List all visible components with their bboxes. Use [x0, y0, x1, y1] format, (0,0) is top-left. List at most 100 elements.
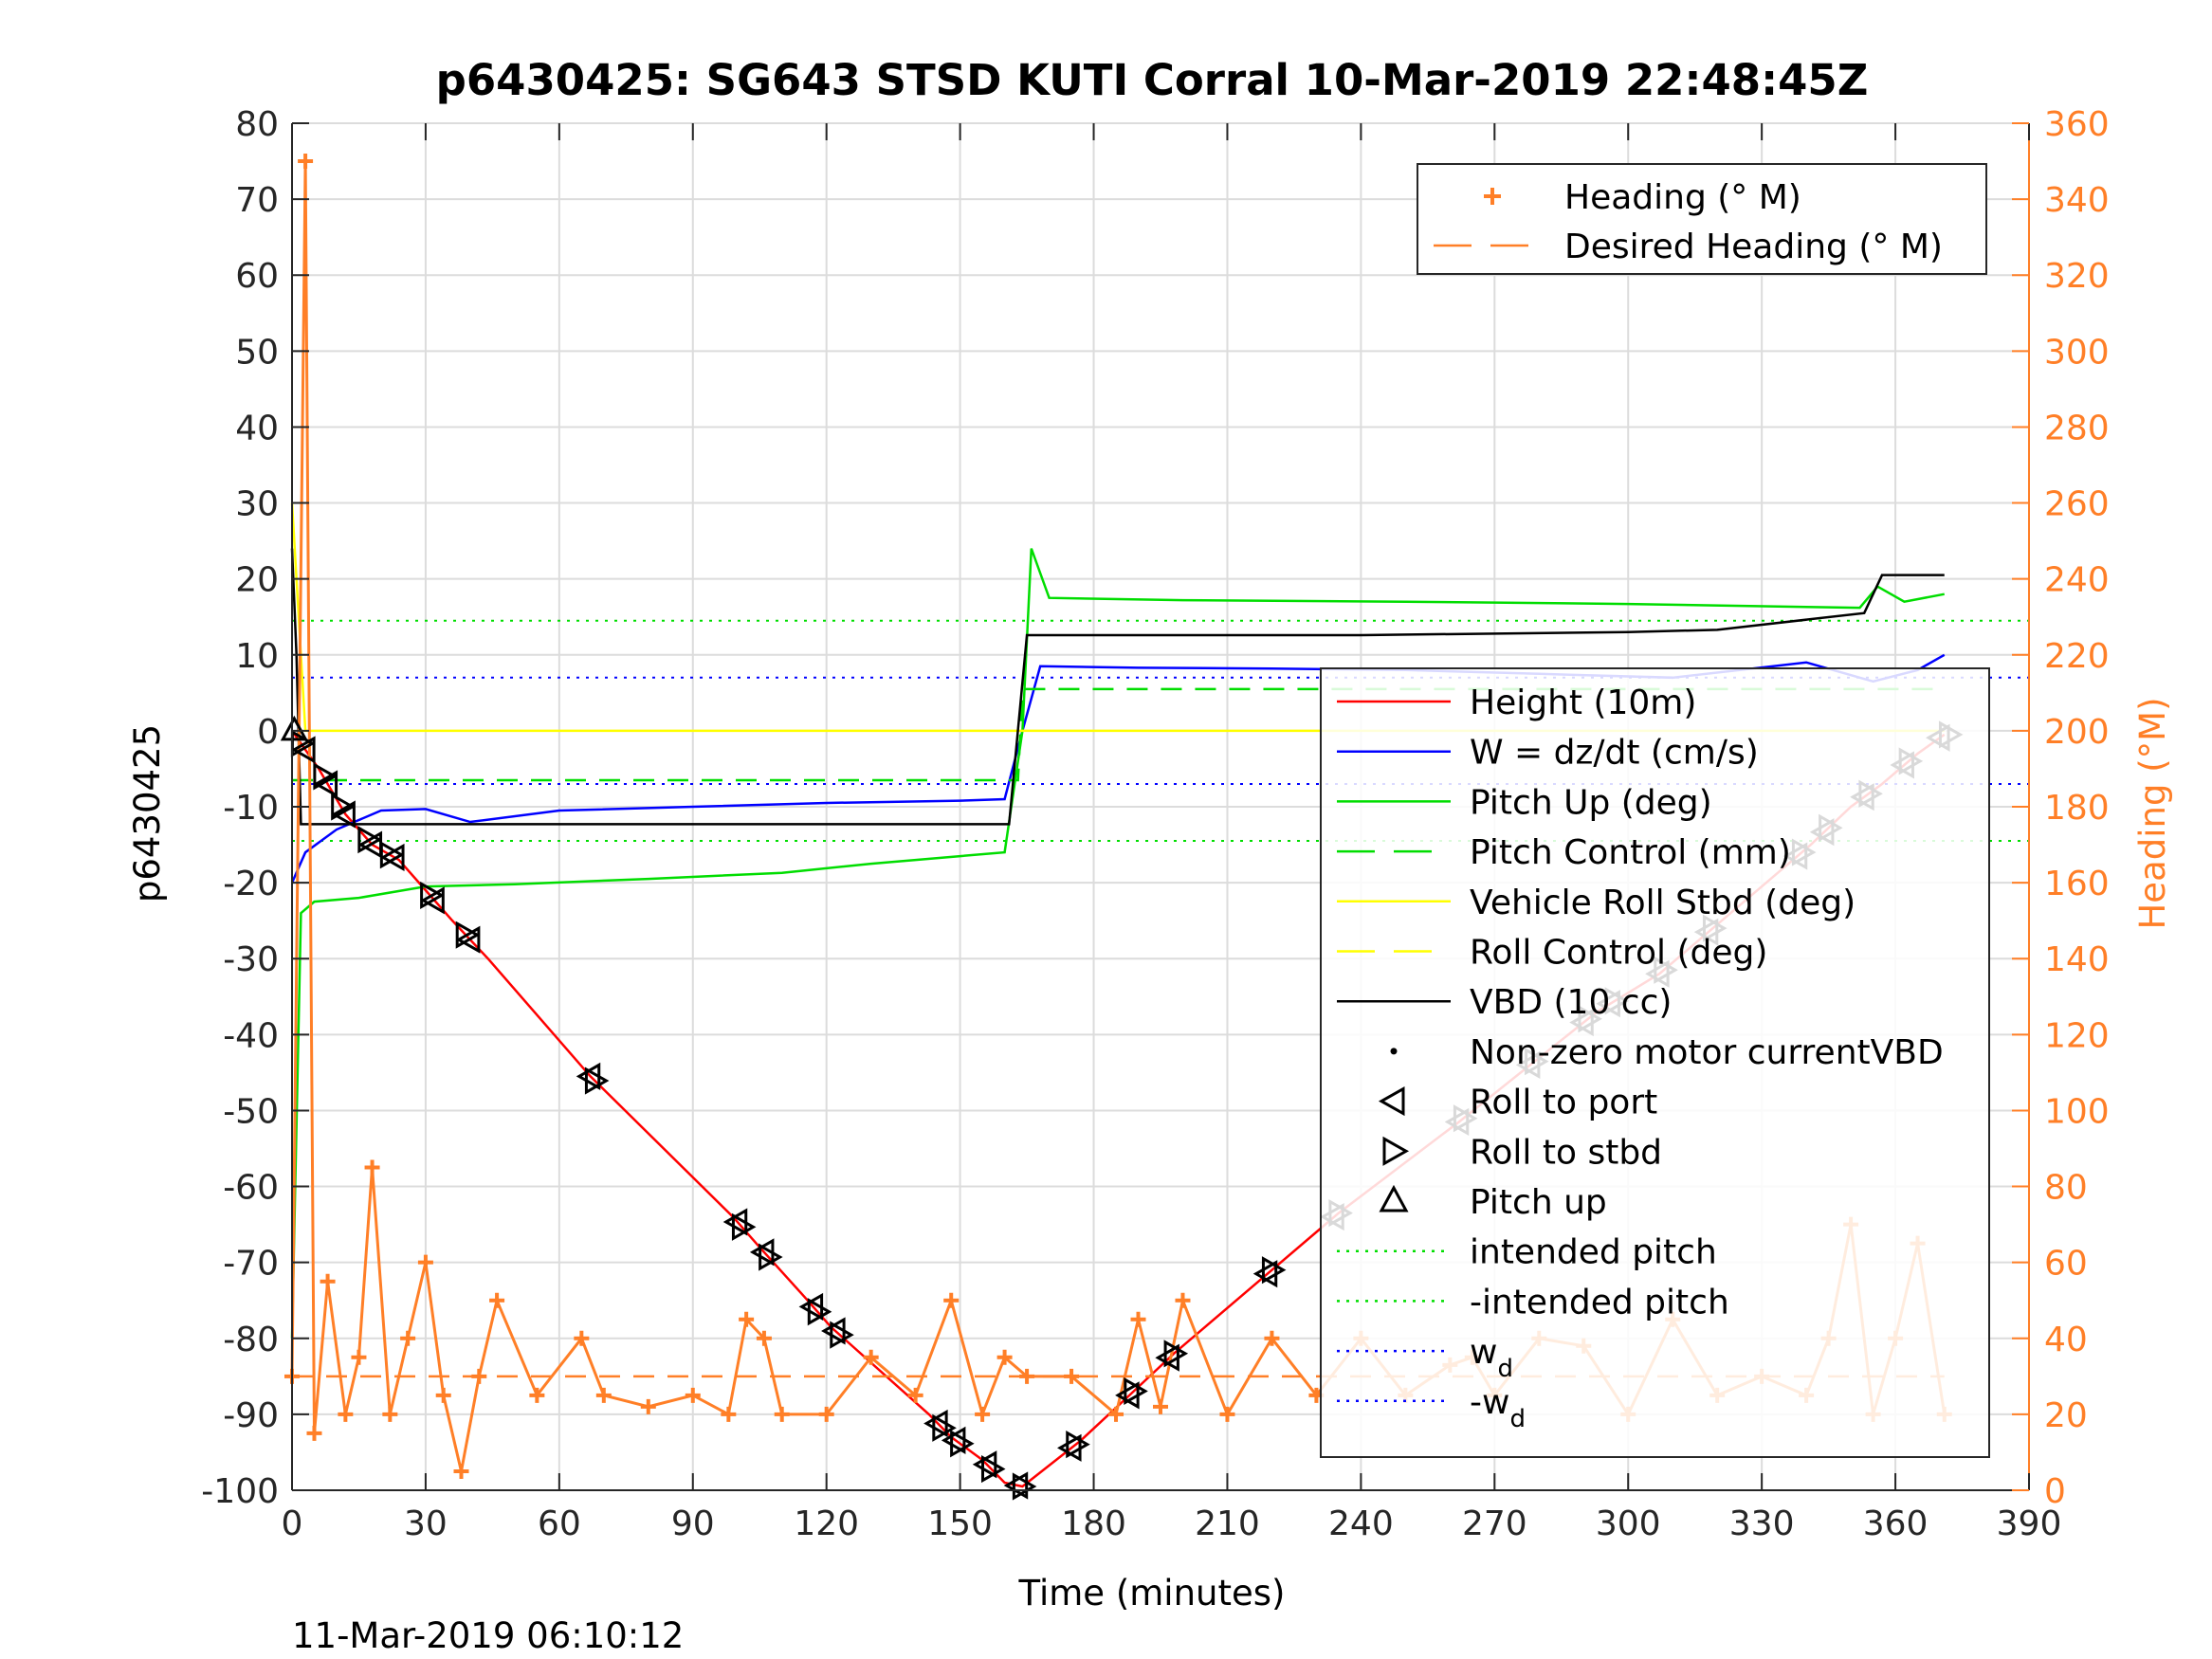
- y-right-tick-label: 340: [2044, 181, 2110, 220]
- y-tick-label: 0: [257, 713, 279, 752]
- legend-label: Pitch Control (mm): [1470, 833, 1791, 872]
- roll-to-stbd-marker: [759, 1243, 783, 1271]
- y-tick-label: -100: [201, 1472, 279, 1511]
- legend-label: Pitch Up (deg): [1470, 783, 1712, 822]
- roll-to-stbd-marker: [1124, 1376, 1148, 1406]
- y-axis-label: p6430425: [127, 724, 168, 902]
- y-right-tick-label: 80: [2044, 1169, 2088, 1208]
- y-tick-label: 80: [235, 105, 279, 144]
- x-tick-label: 30: [404, 1504, 448, 1543]
- series-vbd-10-cc: [290, 548, 1945, 826]
- y-right-tick-label: 100: [2044, 1092, 2110, 1131]
- legend-swatch: [1378, 1086, 1405, 1117]
- x-tick-label: 390: [1997, 1504, 2062, 1543]
- legend-swatch: [1379, 1184, 1409, 1212]
- y-tick-label: -40: [223, 1016, 279, 1055]
- legend-label: W = dz/dt (cm/s): [1470, 734, 1759, 773]
- x-tick-label: 330: [1729, 1504, 1795, 1543]
- x-tick-label: 210: [1195, 1504, 1260, 1543]
- roll-to-stbd-marker: [584, 1066, 610, 1095]
- y-right-tick-label: 40: [2044, 1321, 2088, 1359]
- roll-to-port-marker: [291, 736, 316, 764]
- y-right-tick-label: 220: [2044, 637, 2110, 676]
- x-tick-label: 120: [794, 1504, 859, 1543]
- y-tick-label: 60: [235, 257, 279, 296]
- y-tick-label: -30: [223, 940, 279, 979]
- roll-to-stbd-marker: [950, 1430, 975, 1458]
- legend-label: Heading (° M): [1564, 178, 1801, 217]
- y-tick-label: 50: [235, 333, 279, 372]
- y-right-tick-label: 200: [2044, 713, 2110, 752]
- roll-to-port-marker: [313, 770, 338, 798]
- heading-legend-box: [1417, 163, 1987, 275]
- legend-label: Roll to stbd: [1470, 1133, 1662, 1172]
- legend-label: Roll to port: [1470, 1084, 1657, 1122]
- legend-label: -intended pitch: [1470, 1283, 1729, 1322]
- y-right-tick-label: 60: [2044, 1245, 2088, 1284]
- y-tick-label: -80: [223, 1321, 279, 1359]
- roll-to-stbd-marker: [455, 921, 481, 949]
- roll-to-stbd-marker: [807, 1298, 832, 1326]
- x-tick-label: 0: [282, 1504, 303, 1543]
- legend-swatch: [1390, 1048, 1398, 1055]
- y-tick-label: 70: [235, 181, 279, 220]
- roll-to-stbd-marker: [1261, 1256, 1287, 1285]
- legend-label: Desired Heading (° M): [1564, 228, 1943, 266]
- y-right-axis-label: Heading (°M): [2132, 697, 2173, 929]
- y-right-tick-label: 140: [2044, 940, 2110, 979]
- y-tick-label: -20: [223, 865, 279, 903]
- legend-label: Pitch up: [1470, 1183, 1607, 1222]
- x-tick-label: 360: [1863, 1504, 1929, 1543]
- footer-timestamp: 11-Mar-2019 06:10:12: [292, 1615, 684, 1656]
- roll-to-stbd-marker: [830, 1321, 854, 1349]
- series-legend-box: [1320, 667, 1990, 1458]
- y-right-tick-label: 320: [2044, 257, 2110, 296]
- y-right-tick-label: 160: [2044, 865, 2110, 903]
- roll-to-stbd-marker: [420, 881, 445, 910]
- roll-to-stbd-marker: [981, 1454, 1006, 1484]
- legend-label: Vehicle Roll Stbd (deg): [1470, 884, 1856, 922]
- legend-swatch: [1382, 1136, 1410, 1166]
- legend-label: -wd: [1470, 1383, 1526, 1433]
- legend-swatch-heading: [1484, 188, 1501, 205]
- chart-title: p6430425: SG643 STSD KUTI Corral 10-Mar-…: [436, 55, 1869, 105]
- roll-to-stbd-marker: [379, 841, 405, 869]
- y-right-tick-label: 260: [2044, 485, 2110, 524]
- legend-label: Roll Control (deg): [1470, 934, 1767, 973]
- y-tick-label: -60: [223, 1169, 279, 1208]
- heading-legend: Heading (° M) Desired Heading (° M): [1417, 163, 1987, 275]
- series-pitch-up-deg: [290, 548, 1945, 1339]
- y-right-tick-label: 240: [2044, 561, 2110, 600]
- y-right-tick-label: 20: [2044, 1396, 2088, 1435]
- roll-to-stbd-marker: [313, 762, 338, 791]
- roll-to-stbd-marker: [331, 793, 356, 821]
- y-tick-label: 40: [235, 409, 279, 447]
- y-tick-label: 30: [235, 485, 279, 524]
- roll-to-stbd-marker: [1012, 1472, 1037, 1501]
- x-axis-label: Time (minutes): [1018, 1573, 1286, 1613]
- y-tick-label: 20: [235, 561, 279, 600]
- x-tick-label: 150: [927, 1504, 993, 1543]
- x-tick-label: 270: [1462, 1504, 1527, 1543]
- x-tick-label: 60: [538, 1504, 581, 1543]
- y-tick-label: -10: [223, 789, 279, 828]
- y-right-tick-label: 360: [2044, 105, 2110, 144]
- x-tick-label: 300: [1596, 1504, 1661, 1543]
- legend-label: wd: [1470, 1333, 1513, 1383]
- legend-label: VBD (10 cc): [1470, 983, 1672, 1022]
- y-right-tick-label: 180: [2044, 789, 2110, 828]
- roll-to-port-marker: [331, 800, 356, 829]
- x-tick-label: 240: [1328, 1504, 1394, 1543]
- pitch-up-marker: [280, 715, 308, 741]
- roll-to-port-marker: [420, 886, 445, 915]
- y-tick-label: -90: [223, 1396, 279, 1435]
- y-tick-label: -50: [223, 1092, 279, 1131]
- roll-to-stbd-marker: [357, 826, 382, 854]
- x-tick-label: 90: [671, 1504, 715, 1543]
- y-right-tick-label: 280: [2044, 409, 2110, 447]
- roll-to-stbd-marker: [1066, 1431, 1090, 1459]
- x-tick-label: 180: [1061, 1504, 1126, 1543]
- roll-to-port-marker: [455, 925, 481, 954]
- legend-label: intended pitch: [1470, 1233, 1717, 1272]
